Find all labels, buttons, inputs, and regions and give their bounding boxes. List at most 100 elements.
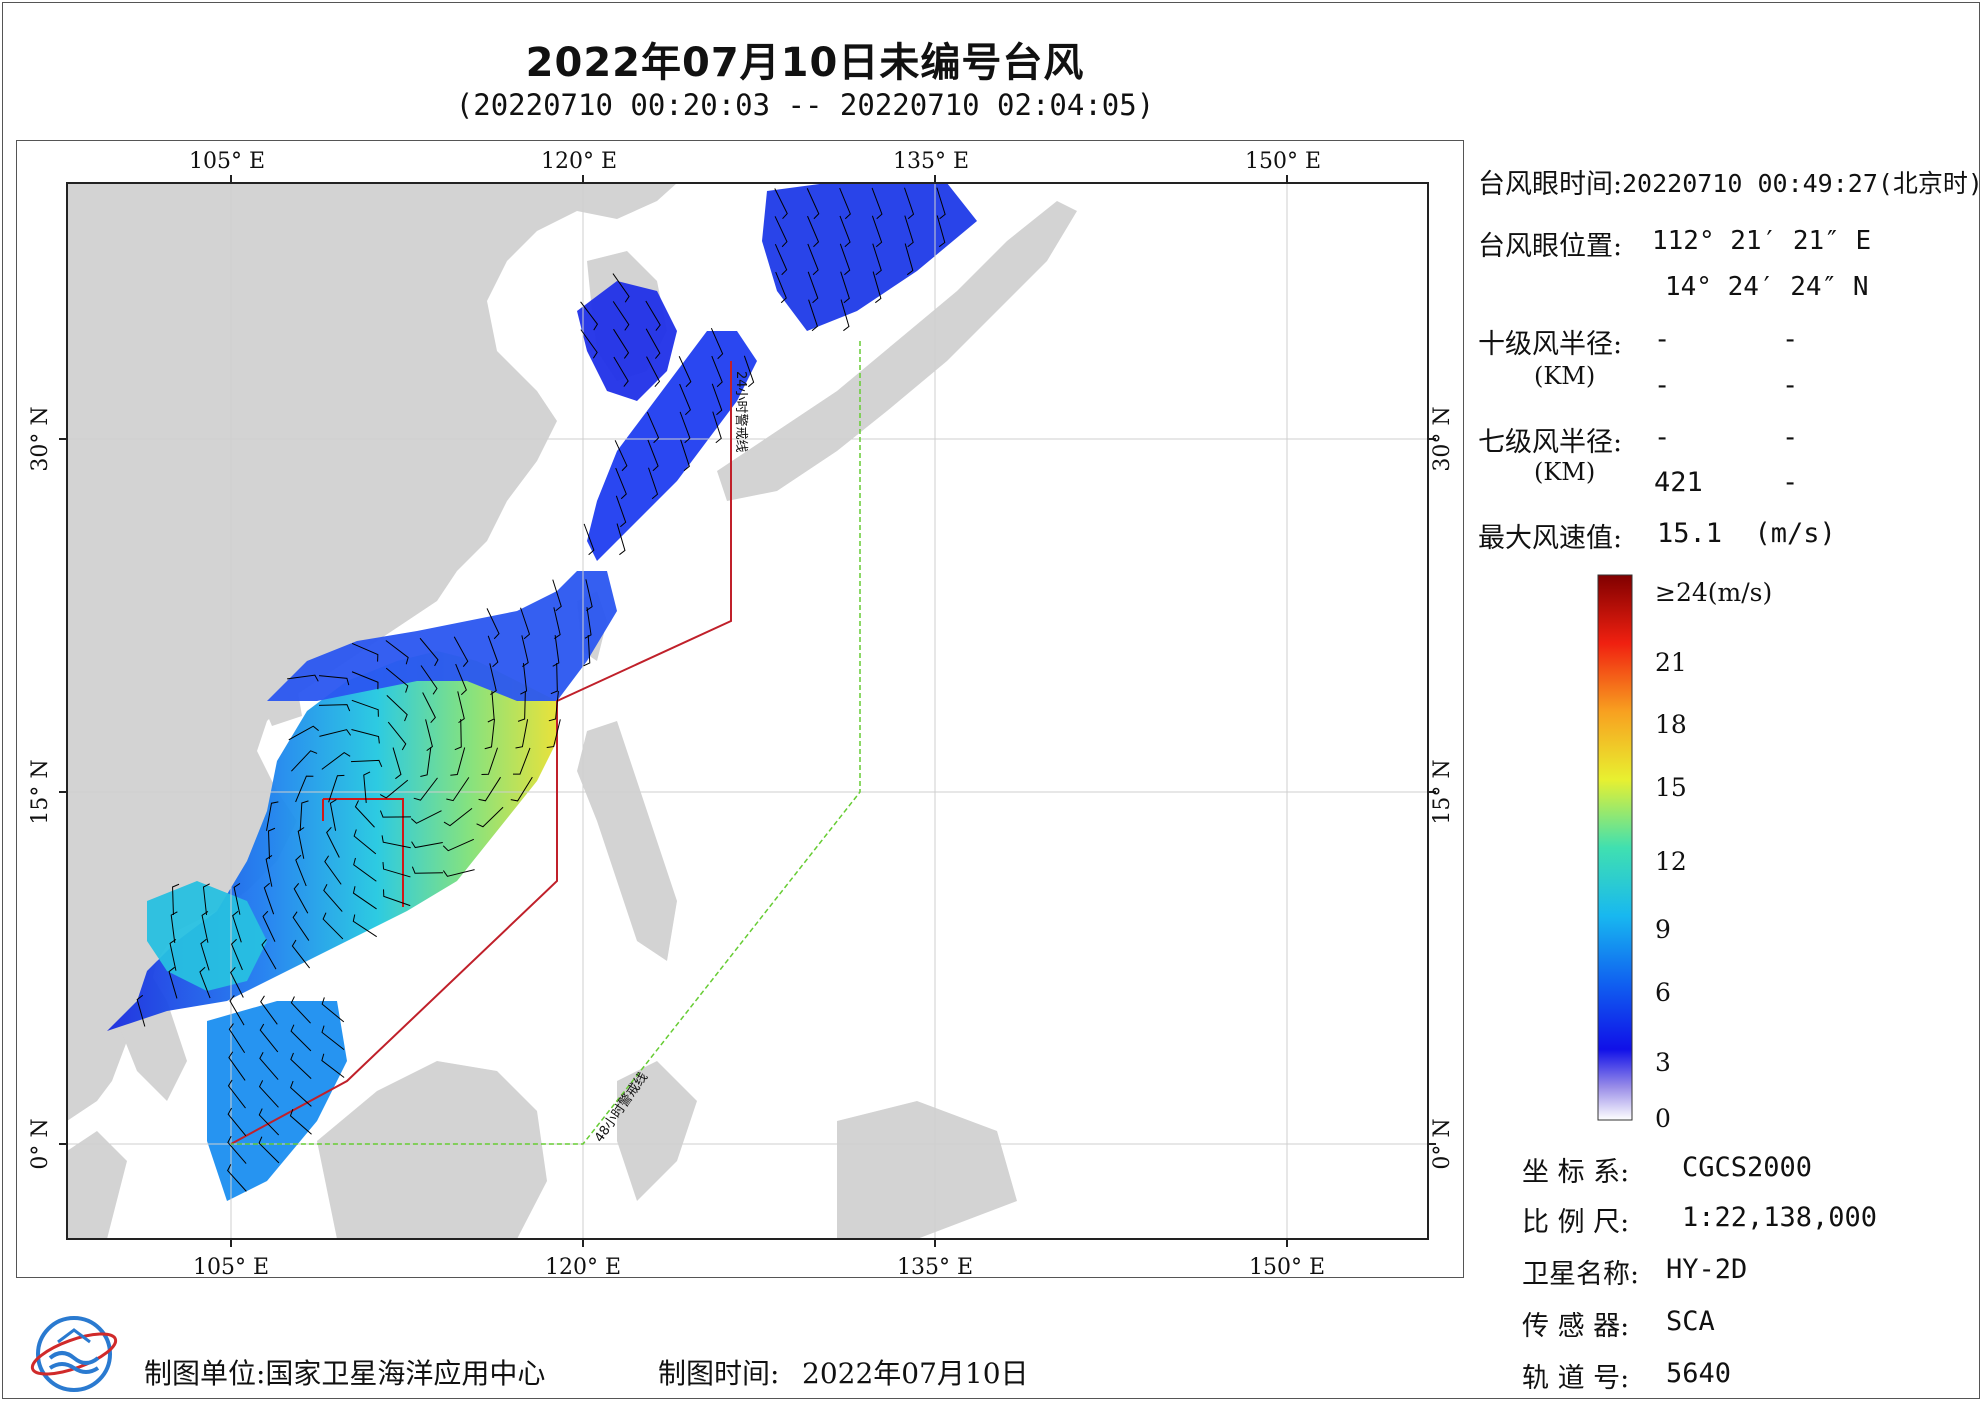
wind-barb bbox=[584, 607, 592, 639]
orbit-value: 5640 bbox=[1666, 1358, 1732, 1389]
wind-barb bbox=[647, 439, 659, 472]
wind-barb bbox=[615, 467, 627, 500]
scale-label: 比 例 尺: bbox=[1522, 1207, 1630, 1238]
wind-barb bbox=[318, 704, 351, 712]
wind-barb bbox=[229, 995, 245, 1026]
wind-barb bbox=[839, 187, 851, 220]
wind-barb bbox=[645, 328, 661, 359]
wind-barb bbox=[227, 1107, 247, 1137]
colorbar-label-0: 0 bbox=[1655, 1104, 1671, 1133]
wind-barb bbox=[616, 523, 626, 556]
wind-barb bbox=[453, 636, 469, 667]
producer-text: 制图单位:国家卫星海洋应用中心 bbox=[144, 1357, 546, 1390]
land-malay-peninsula bbox=[107, 951, 187, 1101]
wind-barb bbox=[385, 640, 409, 665]
wind-barb bbox=[258, 1108, 280, 1136]
wind-barb bbox=[520, 663, 528, 695]
r7-label: 七级风半径: bbox=[1478, 427, 1623, 458]
wind-barb bbox=[200, 938, 210, 971]
wind-barb bbox=[936, 215, 946, 248]
scale-value: 1:22,138,000 bbox=[1682, 1202, 1878, 1233]
r7-row2-a: 421 bbox=[1654, 467, 1703, 498]
land-sumatra bbox=[67, 1131, 127, 1239]
wind-barb bbox=[425, 719, 433, 752]
wind-barb bbox=[487, 635, 499, 668]
wind-barb bbox=[201, 911, 209, 943]
wind-barb bbox=[227, 1135, 247, 1164]
wind-barb bbox=[481, 747, 499, 776]
wind-barb bbox=[379, 810, 412, 818]
wind-barb bbox=[678, 356, 692, 388]
wind-barb bbox=[353, 857, 377, 882]
wind-barb bbox=[258, 1136, 280, 1164]
wind-barb bbox=[290, 996, 311, 1024]
wind-barb bbox=[387, 721, 407, 751]
wind-barb bbox=[450, 747, 466, 776]
left-lat-label-30: 30° N bbox=[28, 406, 53, 471]
wind-barb bbox=[392, 747, 402, 780]
wind-barb bbox=[289, 1109, 312, 1135]
wind-barb bbox=[295, 854, 307, 887]
wind-barb bbox=[351, 728, 380, 744]
wind-barb bbox=[382, 862, 411, 878]
wind-map[interactable]: 105° E 120° E 135° E 150° E 105° E 120° … bbox=[17, 141, 1465, 1279]
land-borneo bbox=[317, 1061, 547, 1239]
wind-barb bbox=[299, 800, 309, 832]
wind-barb bbox=[363, 771, 371, 803]
wind-barb bbox=[442, 869, 475, 877]
wind-barb bbox=[774, 243, 788, 276]
r10-unit: (KM) bbox=[1534, 362, 1596, 390]
left-lat-label-15: 15° N bbox=[28, 759, 53, 824]
wind-barb bbox=[411, 841, 443, 849]
r7-row2-b: - bbox=[1782, 467, 1799, 498]
wind-barb bbox=[711, 383, 723, 416]
wind-barb bbox=[420, 747, 432, 778]
wind-barb bbox=[646, 356, 661, 388]
date-value: 2022年07月10日 bbox=[802, 1357, 1029, 1390]
wind-barb bbox=[295, 775, 314, 803]
wind-barb bbox=[476, 806, 504, 828]
wind-barb bbox=[484, 719, 496, 750]
wind-barb bbox=[261, 939, 277, 970]
wind-barb bbox=[199, 966, 211, 999]
wind-barb bbox=[553, 607, 561, 639]
wind-barb bbox=[419, 637, 439, 667]
colorbar-label-9: 9 bbox=[1655, 915, 1671, 944]
top-lon-label-120: 120° E bbox=[541, 149, 617, 174]
wind-barb bbox=[265, 855, 273, 887]
wind-barb bbox=[679, 411, 691, 444]
r10-row2-a: - bbox=[1654, 370, 1671, 401]
wind-barb bbox=[230, 938, 243, 971]
typhoon-box bbox=[322, 798, 404, 907]
map-subtitle: (20220710 00:20:03 -- 20220710 02:04:05) bbox=[455, 88, 1155, 122]
wind-barb bbox=[546, 719, 561, 749]
wind-barb bbox=[351, 671, 379, 690]
wind-swath-strait bbox=[267, 571, 617, 701]
max-wind-value: 15.1 (m/s) bbox=[1657, 518, 1836, 549]
wind-barb bbox=[807, 243, 819, 276]
plot-frame bbox=[66, 182, 1429, 1240]
wind-barb bbox=[839, 215, 851, 248]
wind-barb bbox=[383, 889, 411, 907]
date-label: 制图时间: bbox=[658, 1357, 780, 1390]
wind-barb bbox=[614, 440, 628, 472]
wind-barb bbox=[613, 356, 629, 387]
r7-row1-a: - bbox=[1654, 422, 1671, 453]
wind-barb bbox=[321, 751, 351, 770]
r10-row2-b: - bbox=[1782, 370, 1799, 401]
wind-barb bbox=[583, 523, 595, 556]
wind-barb bbox=[352, 886, 377, 910]
colorbar-label-21: 21 bbox=[1655, 648, 1687, 677]
wind-barb bbox=[260, 995, 278, 1025]
satellite-label: 卫星名称: bbox=[1522, 1259, 1640, 1290]
wind-barb bbox=[711, 355, 723, 388]
wind-barb bbox=[520, 607, 531, 640]
wind-barb bbox=[350, 759, 383, 768]
wind-barb bbox=[712, 411, 722, 444]
wind-barb bbox=[510, 776, 533, 802]
wind-barb bbox=[319, 675, 350, 686]
wind-barb bbox=[354, 800, 375, 828]
wind-barb bbox=[297, 827, 305, 859]
wind-barb bbox=[521, 635, 529, 667]
